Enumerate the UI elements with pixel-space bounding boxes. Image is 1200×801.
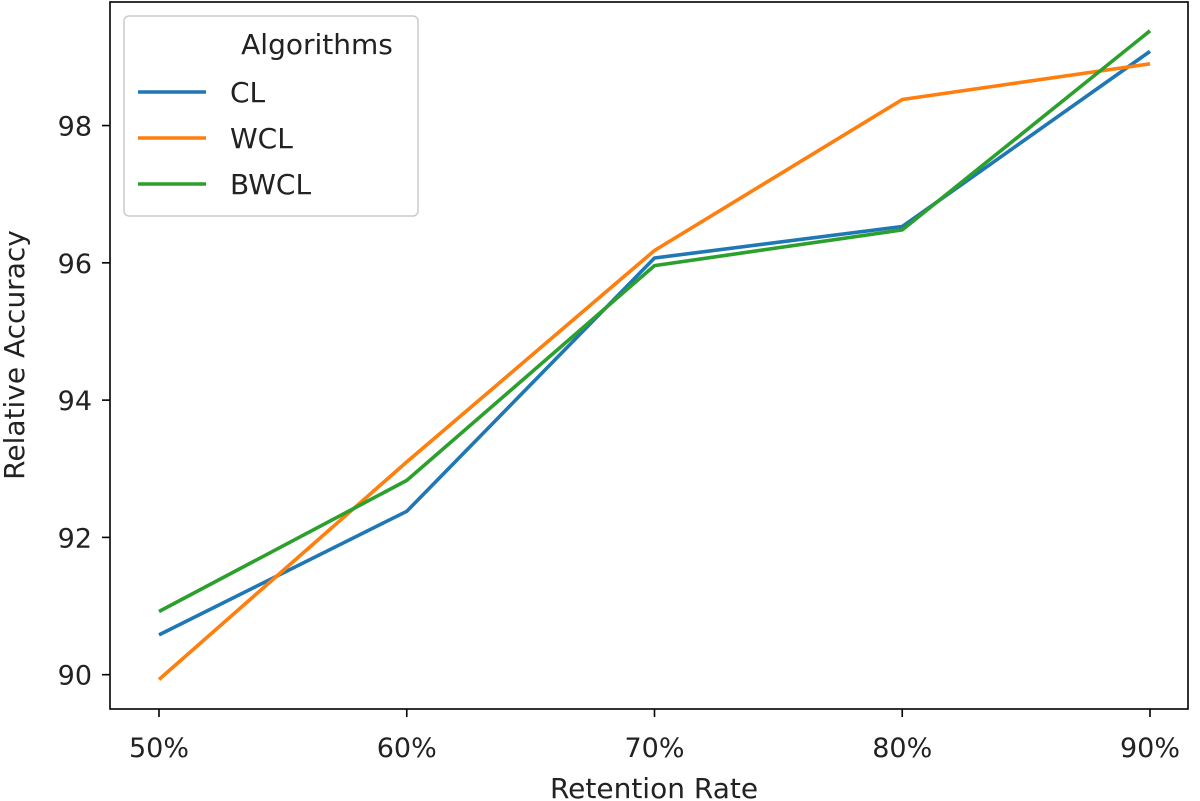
- x-tick-label: 80%: [872, 733, 932, 764]
- legend-label-bwcl: BWCL: [230, 168, 311, 201]
- y-tick-label: 94: [58, 386, 92, 417]
- y-tick-label: 90: [58, 661, 92, 692]
- x-tick-label: 50%: [129, 733, 189, 764]
- y-tick-label: 92: [58, 523, 92, 554]
- axes-layer: [109, 1, 1189, 710]
- series-line-cl: [158, 49, 1152, 637]
- y-tick-label: 96: [58, 249, 92, 280]
- legend-label-wcl: WCL: [230, 122, 293, 155]
- series-layer: [157, 29, 1152, 681]
- plot-frame: [109, 1, 1189, 710]
- legend: Algorithms CL WCL BWCL: [123, 15, 419, 217]
- legend-box: [123, 15, 419, 217]
- series-line-wcl: [157, 62, 1151, 681]
- y-tick-label: 98: [58, 112, 92, 143]
- series-line-bwcl: [158, 29, 1152, 614]
- x-tick-label: 60%: [377, 733, 437, 764]
- x-tick-label: 70%: [624, 733, 684, 764]
- x-axis-ticks: 50% 60% 70% 80% 90%: [129, 709, 1180, 764]
- legend-entries: CL WCL BWCL: [138, 76, 311, 201]
- legend-title: Algorithms: [241, 28, 393, 61]
- x-axis-title: Retention Rate: [550, 772, 758, 801]
- legend-label-cl: CL: [230, 76, 266, 109]
- y-axis-title: Relative Accuracy: [0, 230, 31, 480]
- y-axis-ticks: 90 92 94 96 98: [58, 112, 110, 692]
- x-tick-label: 90%: [1120, 733, 1180, 764]
